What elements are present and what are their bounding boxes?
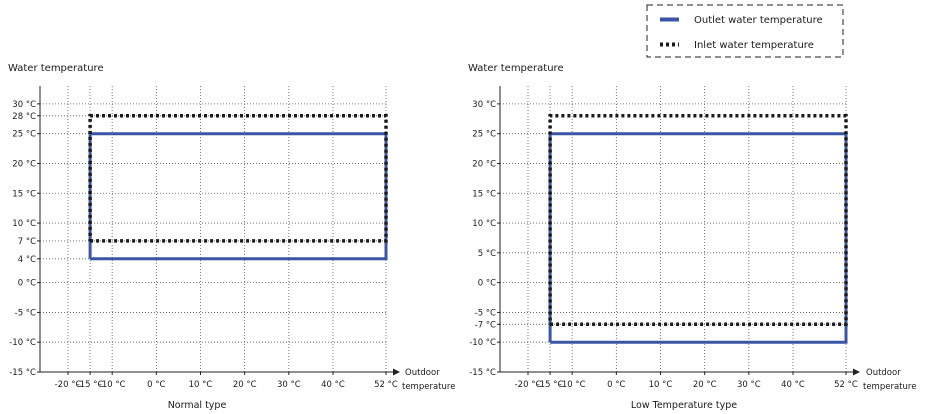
x-tick-label: -15 °C bbox=[537, 380, 564, 390]
x-tick-label: 40 °C bbox=[321, 380, 345, 390]
legend-inlet-label: Inlet water temperature bbox=[694, 40, 814, 51]
x-tick-label: -20 °C bbox=[55, 380, 82, 390]
y-axis-title: Water temperature bbox=[468, 63, 564, 74]
x-tick-label: 30 °C bbox=[737, 380, 761, 390]
x-tick-label: -15 °C bbox=[77, 380, 104, 390]
axes bbox=[497, 86, 860, 376]
series-lines bbox=[548, 114, 848, 344]
x-tick-label: 30 °C bbox=[277, 380, 301, 390]
y-tick-label: -15 °C bbox=[469, 368, 496, 378]
y-tick-label: -10 °C bbox=[9, 338, 36, 348]
x-axis-arrow-icon bbox=[853, 368, 860, 376]
x-tick-label: -10 °C bbox=[559, 380, 586, 390]
x-tick-label: -20 °C bbox=[515, 380, 542, 390]
y-tick-label: 25 °C bbox=[472, 130, 496, 140]
x-axis-title-line2: temperature bbox=[863, 382, 916, 392]
x-tick-label: -10 °C bbox=[99, 380, 126, 390]
y-tick-label: 5 °C bbox=[478, 249, 496, 259]
y-tick-label: 25 °C bbox=[12, 130, 36, 140]
y-tick-label: 15 °C bbox=[472, 189, 496, 199]
x-tick-label: 40 °C bbox=[781, 380, 805, 390]
y-tick-label: -15 °C bbox=[9, 368, 36, 378]
y-tick-label: 30 °C bbox=[12, 100, 36, 110]
grid-lines bbox=[40, 86, 387, 373]
y-tick-label: 30 °C bbox=[472, 100, 496, 110]
x-tick-label: 10 °C bbox=[189, 380, 213, 390]
y-tick-label: 10 °C bbox=[12, 219, 36, 229]
x-tick-label: 20 °C bbox=[233, 380, 257, 390]
y-tick-label: -10 °C bbox=[469, 338, 496, 348]
chart-low-temperature-type: -15 °C-10 °C-7 °C-5 °C0 °C5 °C10 °C15 °C… bbox=[468, 63, 916, 411]
x-tick-label: 0 °C bbox=[147, 380, 165, 390]
chart-caption: Low Temperature type bbox=[631, 400, 737, 411]
x-axis-title-line1: Outdoor bbox=[405, 368, 440, 378]
grid-lines bbox=[500, 86, 847, 373]
inlet-series-line bbox=[548, 114, 848, 327]
y-tick-label: 10 °C bbox=[472, 219, 496, 229]
x-tick-label: 0 °C bbox=[607, 380, 625, 390]
y-tick-label: 28 °C bbox=[12, 112, 36, 122]
legend: Outlet water temperature Inlet water tem… bbox=[646, 4, 844, 58]
outlet-series-line bbox=[548, 132, 848, 344]
x-axis-arrow-icon bbox=[393, 368, 400, 376]
legend-border bbox=[646, 4, 844, 58]
chart-normal-type: -15 °C-10 °C-5 °C0 °C4 °C7 °C10 °C15 °C2… bbox=[8, 63, 455, 411]
series-lines bbox=[88, 114, 388, 261]
y-axis-title: Water temperature bbox=[8, 63, 104, 74]
x-tick-label: 10 °C bbox=[649, 380, 673, 390]
y-tick-label: -5 °C bbox=[475, 308, 496, 318]
y-tick-label: -7 °C bbox=[475, 320, 496, 330]
y-tick-label: 0 °C bbox=[478, 279, 496, 289]
y-tick-label: 0 °C bbox=[18, 279, 36, 289]
x-axis-title-line2: temperature bbox=[402, 382, 455, 392]
y-tick-label: 15 °C bbox=[12, 189, 36, 199]
tick-labels: -15 °C-10 °C-5 °C0 °C4 °C7 °C10 °C15 °C2… bbox=[9, 100, 398, 390]
chart-caption: Normal type bbox=[168, 400, 227, 411]
x-tick-label: 52 °C bbox=[834, 380, 858, 390]
y-tick-label: 4 °C bbox=[18, 255, 36, 265]
x-axis-title-line1: Outdoor bbox=[866, 368, 901, 378]
y-tick-label: 20 °C bbox=[472, 159, 496, 169]
legend-outlet-label: Outlet water temperature bbox=[694, 15, 823, 26]
y-tick-label: 20 °C bbox=[12, 159, 36, 169]
y-tick-label: -5 °C bbox=[15, 308, 36, 318]
y-tick-label: 7 °C bbox=[18, 237, 36, 247]
axes bbox=[37, 86, 400, 376]
tick-labels: -15 °C-10 °C-7 °C-5 °C0 °C5 °C10 °C15 °C… bbox=[469, 100, 858, 390]
inlet-series-line bbox=[88, 114, 388, 243]
x-tick-label: 52 °C bbox=[374, 380, 398, 390]
x-tick-label: 20 °C bbox=[693, 380, 717, 390]
